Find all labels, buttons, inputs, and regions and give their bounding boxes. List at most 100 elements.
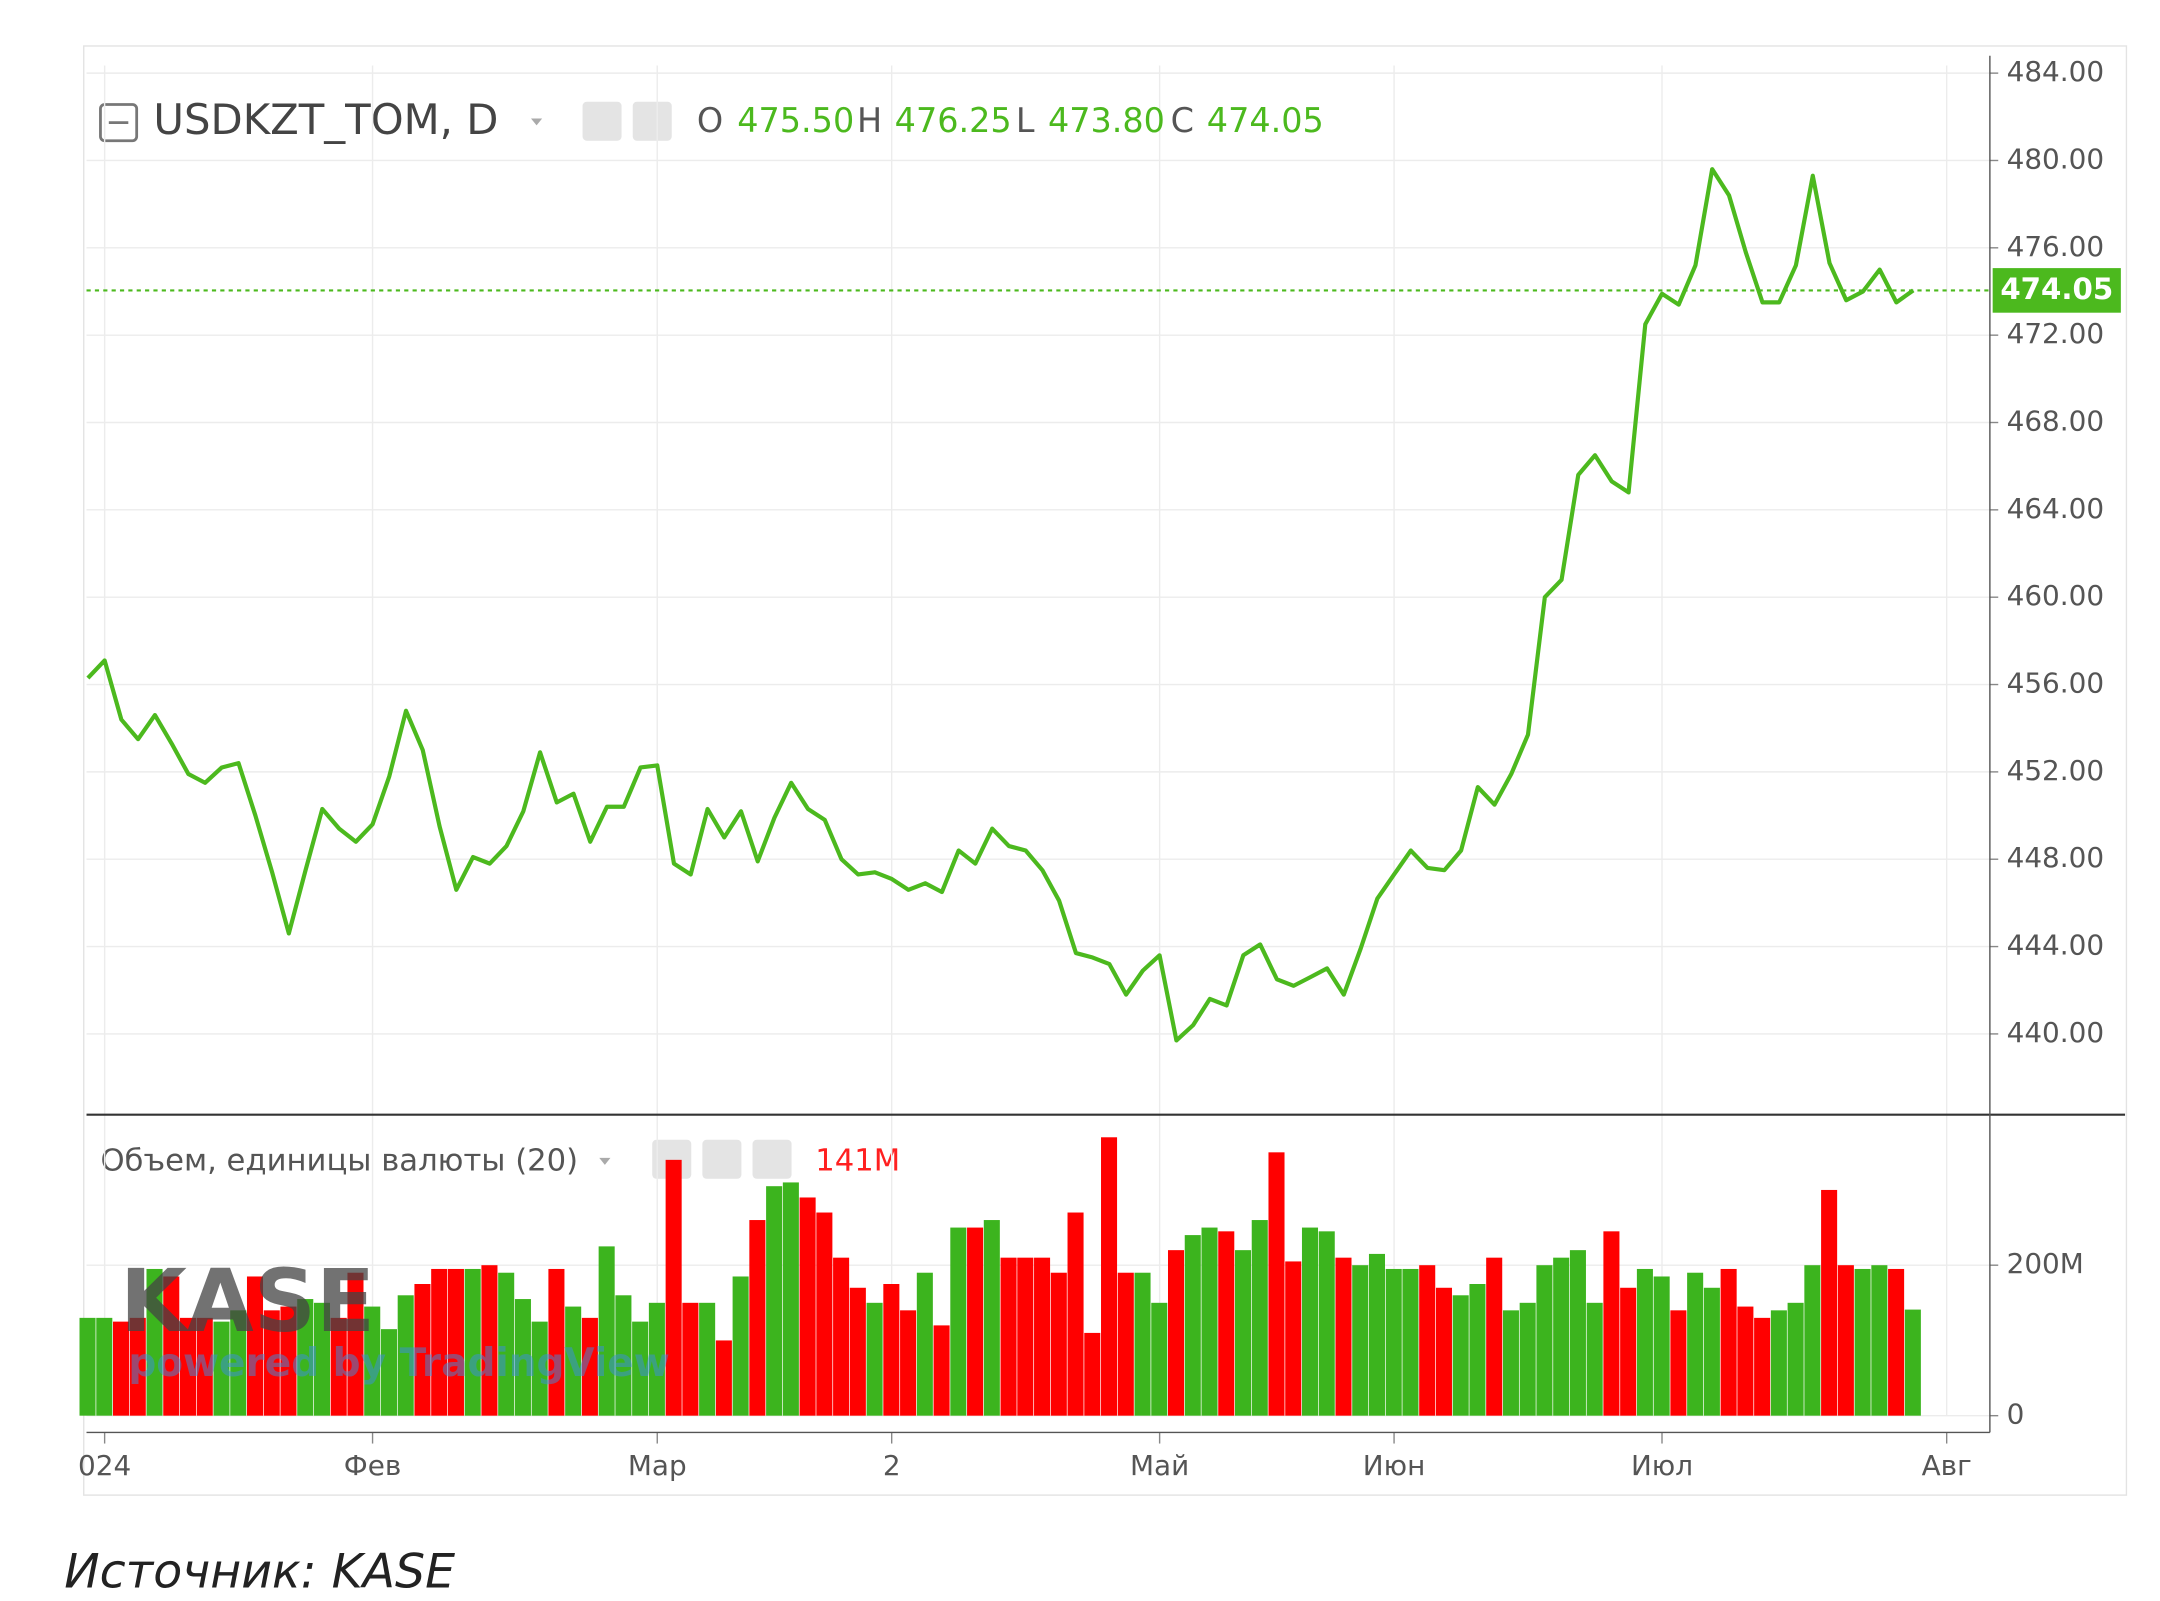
ohlc-key: L [1016,101,1035,140]
volume-bar [1352,1265,1369,1416]
volume-bar [330,1317,347,1416]
volume-bar [581,1317,598,1416]
volume-bar [1620,1287,1637,1416]
source-caption: Источник: KASE [64,1545,455,1600]
volume-bar [1184,1235,1201,1416]
y-tick-label: 440.00 [2007,1016,2104,1049]
volume-bar [1218,1231,1235,1416]
volume-bar [146,1268,163,1416]
volume-bar [1050,1272,1067,1416]
volume-bar [849,1287,866,1416]
volume-bar [1318,1231,1335,1416]
volume-bar [632,1321,649,1416]
volume-bar [1737,1306,1754,1416]
y-tick-label: 464.00 [2007,492,2104,525]
volume-bar [163,1276,180,1416]
volume-bar [1419,1265,1436,1416]
x-tick-label: Авг [1922,1449,1972,1482]
y-tick-label: 444.00 [2007,929,2104,962]
volume-bar [230,1310,247,1416]
x-tick-label: Мар [628,1449,687,1482]
volume-bar [213,1321,230,1416]
volume-bar [1854,1268,1871,1416]
y-tick-label: 484.00 [2007,55,2104,88]
volume-bar [866,1302,883,1416]
volume-bar [665,1159,682,1416]
volume-bar [1670,1310,1687,1416]
volume-bar [263,1310,280,1416]
volume-bar [1368,1253,1385,1416]
volume-bar [1502,1310,1519,1416]
x-tick-label: 2 [883,1449,901,1482]
settings-icon[interactable] [632,101,672,141]
dropdown-arrow[interactable] [599,1157,611,1165]
ohlc-value: 475.50 [737,101,854,140]
volume-bar [1151,1302,1168,1416]
chart-title: USDKZT_TOM, D [153,95,498,144]
volume-bar [615,1295,632,1416]
volume-bar [1335,1257,1352,1416]
ohlc-value: 473.80 [1048,101,1165,140]
volume-bar [531,1321,548,1416]
volume-bar [1251,1220,1268,1416]
watermark-text: powered by TradingView [128,1341,669,1386]
volume-bar [397,1295,414,1416]
volume-bar [1201,1227,1218,1416]
volume-bar [900,1310,917,1416]
volume-bar [1720,1268,1737,1416]
volume-bar [1067,1212,1084,1416]
volume-bar [833,1257,850,1416]
volume-bar [447,1268,464,1416]
volume-bar [1486,1257,1503,1416]
volume-bar [548,1268,565,1416]
volume-bar [1754,1317,1771,1416]
volume-bar [246,1276,264,1416]
volume-bar [1871,1265,1888,1416]
y-tick-label: 476.00 [2007,230,2104,263]
volume-bar [347,1272,364,1416]
y-tick-label: 456.00 [2007,667,2104,700]
volume-bar [766,1186,783,1416]
volume-title: Объем, единицы валюты (20) [100,1144,578,1179]
volume-bar [1586,1302,1603,1416]
settings-icon[interactable] [702,1139,742,1179]
volume-bar [1821,1189,1838,1416]
collapse-icon[interactable] [99,103,139,143]
volume-bar [1084,1332,1101,1416]
volume-bar [699,1302,716,1416]
y-tick-label: 480.00 [2007,142,2104,175]
volume-bar [1167,1250,1185,1416]
visibility-icon[interactable] [582,101,622,141]
y-tick-label: 448.00 [2007,841,2104,874]
volume-bar [916,1272,933,1416]
volume-bar [1034,1257,1051,1416]
close-icon[interactable] [752,1139,792,1179]
volume-bar [715,1340,732,1416]
price-line [86,167,1915,1043]
volume-bar [129,1317,146,1416]
volume-bar [1837,1265,1854,1416]
volume-bar [782,1182,799,1416]
volume-bar [1435,1287,1452,1416]
volume-bar [1000,1257,1017,1416]
volume-bar [297,1299,314,1416]
volume-bar [1569,1250,1586,1416]
ohlc-key: O [697,101,723,140]
volume-bar [967,1227,984,1416]
volume-bar [1687,1272,1704,1416]
y-tick-label: 468.00 [2007,405,2104,438]
dropdown-arrow[interactable] [531,118,543,126]
x-tick-label: 024 [78,1449,131,1482]
volume-bar [1536,1265,1553,1416]
volume-bar [1636,1268,1653,1416]
volume-bar [414,1284,431,1416]
volume-bar [1603,1231,1620,1416]
volume-bar [313,1302,331,1416]
volume-bar [565,1306,582,1416]
x-tick-label: Май [1130,1449,1189,1482]
volume-bar [464,1268,481,1416]
x-tick-label: Июн [1363,1449,1426,1482]
volume-bar [1117,1272,1134,1416]
volume-bar [648,1302,665,1416]
